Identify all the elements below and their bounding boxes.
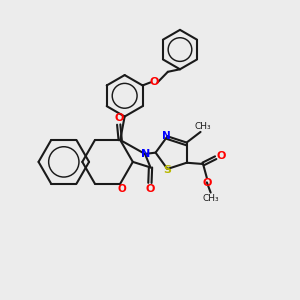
Text: S: S: [164, 166, 171, 176]
Text: CH₃: CH₃: [202, 194, 219, 203]
Text: O: O: [114, 113, 123, 123]
Text: O: O: [216, 151, 226, 161]
Text: CH₃: CH₃: [194, 122, 211, 131]
Text: O: O: [149, 77, 159, 87]
Text: O: O: [117, 184, 126, 194]
Text: O: O: [145, 184, 154, 194]
Text: N: N: [162, 131, 170, 141]
Text: N: N: [141, 148, 150, 159]
Text: O: O: [202, 178, 212, 188]
